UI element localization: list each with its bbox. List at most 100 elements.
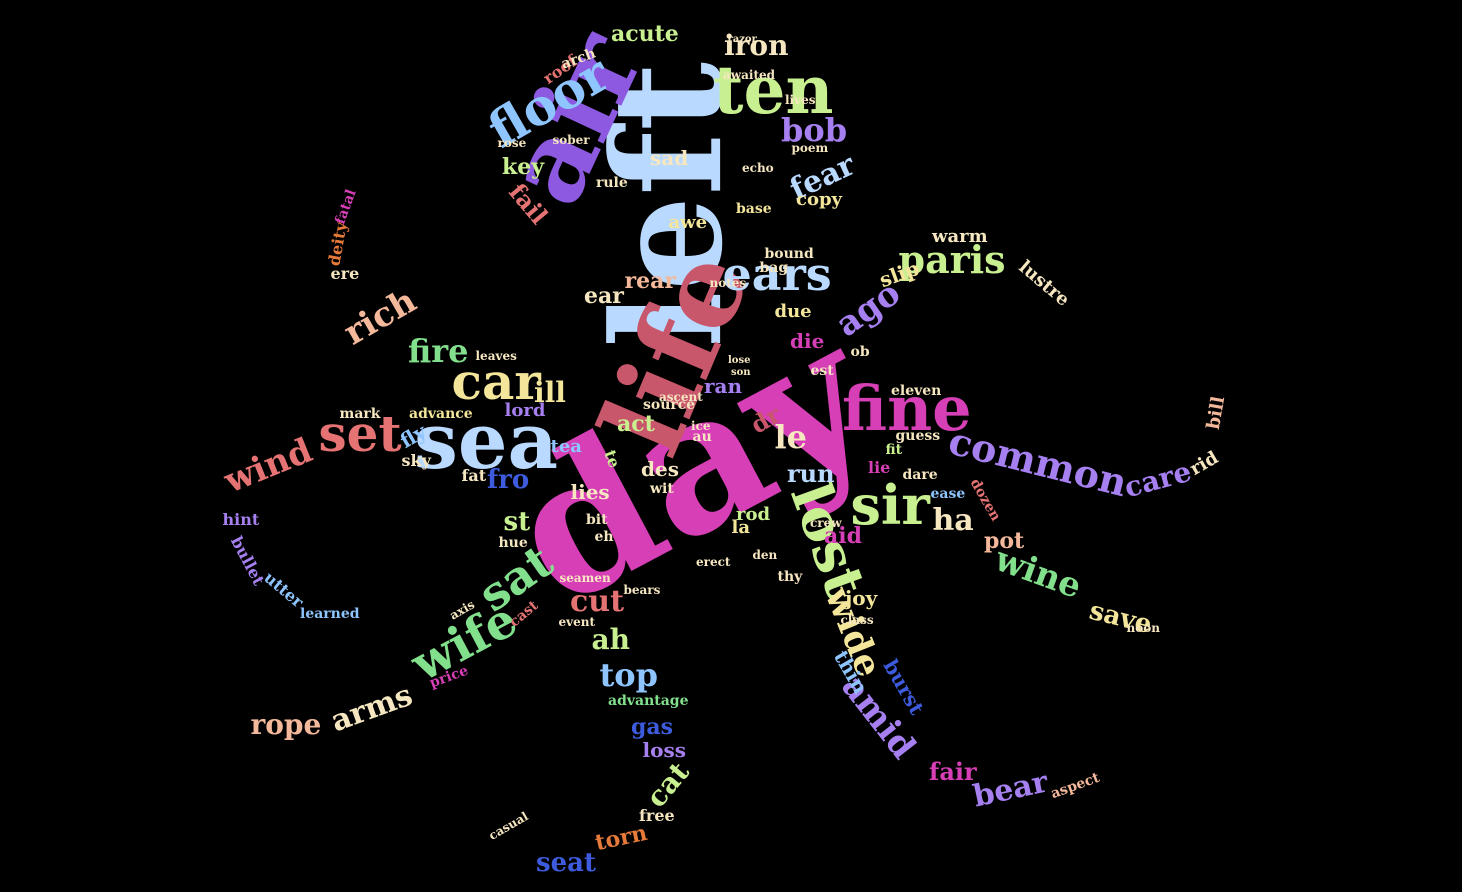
word-copy: copy: [796, 189, 843, 210]
word-lives: lives: [785, 93, 816, 107]
word-slip: slip: [876, 255, 923, 293]
word-st: st: [503, 507, 531, 537]
word-fatal: fatal: [332, 187, 360, 227]
word-cat: cat: [639, 755, 696, 814]
word-lies: lies: [570, 480, 610, 504]
word-care: care: [1120, 454, 1195, 505]
word-sky: sky: [401, 451, 431, 470]
word-aspect: aspect: [1048, 769, 1102, 803]
word-ear: ear: [584, 283, 624, 309]
word-hue: hue: [498, 535, 528, 551]
word-den: den: [752, 548, 778, 562]
word-bit: bit: [586, 512, 608, 528]
word-ob: ob: [850, 344, 870, 360]
word-rose: rose: [497, 136, 527, 150]
word-mark: mark: [339, 406, 381, 422]
word-la: la: [731, 517, 751, 538]
word-crew: crew: [810, 516, 842, 530]
word-poem: poem: [791, 141, 829, 155]
word-deity: deity: [324, 220, 351, 268]
word-des: des: [641, 457, 679, 481]
word-arms: arms: [326, 677, 418, 740]
word-seat: seat: [536, 848, 597, 878]
word-ere: ere: [330, 264, 360, 283]
word-fit: fit: [885, 442, 903, 458]
word-top: top: [599, 656, 659, 694]
word-wit: wit: [650, 481, 674, 497]
word-bill: bill: [1202, 394, 1229, 432]
word-advance: advance: [409, 406, 473, 422]
word-thy: thy: [777, 569, 803, 585]
word-noon: noon: [1126, 621, 1160, 635]
word-ascent: ascent: [659, 390, 703, 404]
word-free: free: [639, 806, 675, 825]
word-act: act: [617, 411, 655, 437]
word-bob: bob: [781, 111, 848, 149]
word-echo: echo: [742, 161, 774, 175]
word-rope: rope: [250, 708, 322, 741]
word-sad: sad: [650, 146, 689, 170]
word-pot: pot: [984, 528, 1025, 554]
word-bag: bag: [759, 260, 789, 276]
word-fire: fire: [408, 332, 469, 370]
word-car: car: [451, 352, 541, 411]
word-bound: bound: [764, 246, 814, 262]
word-run: run: [787, 459, 835, 488]
word-sir: sir: [850, 473, 930, 537]
word-fine: fine: [842, 372, 972, 445]
word-learned: learned: [300, 606, 360, 622]
word-key: key: [502, 154, 545, 180]
word-sober: sober: [552, 133, 590, 147]
word-advantage: advantage: [608, 693, 689, 709]
word-ill: ill: [534, 376, 566, 409]
word-fro: fro: [487, 465, 530, 495]
word-ice: ice: [691, 419, 711, 433]
word-base: base: [736, 201, 772, 217]
word-bullet: bullet: [226, 533, 268, 589]
word-lie: lie: [868, 458, 891, 477]
word-torn: torn: [592, 819, 650, 857]
word-lustre: lustre: [1014, 256, 1073, 311]
word-event: event: [558, 615, 596, 629]
word-acute: acute: [611, 21, 679, 47]
word-ten: ten: [713, 51, 834, 129]
word-loss: loss: [642, 738, 686, 762]
word-son: son: [731, 367, 751, 378]
word-awaited: awaited: [723, 68, 776, 82]
word-rear: rear: [624, 268, 676, 294]
word-seamen: seamen: [559, 571, 611, 585]
word-rid: rid: [1185, 447, 1222, 480]
word-class: class: [840, 613, 874, 627]
word-hint: hint: [222, 510, 260, 529]
word-ha: ha: [932, 503, 974, 538]
word-iron: iron: [724, 29, 789, 62]
word-eh: eh: [594, 529, 614, 545]
word-set: set: [318, 404, 402, 463]
word-est: est: [810, 363, 834, 379]
word-rule: rule: [596, 175, 628, 191]
word-ah: ah: [591, 623, 631, 656]
word-fat: fat: [461, 466, 487, 485]
word-cut: cut: [570, 584, 624, 619]
word-lord: lord: [504, 400, 546, 421]
word-bears: bears: [623, 583, 661, 597]
word-joy: joy: [845, 586, 878, 610]
word-leaves: leaves: [475, 349, 517, 363]
word-aid: aid: [824, 523, 862, 549]
word-gas: gas: [631, 714, 674, 740]
word-au: au: [692, 429, 712, 445]
word-guess: guess: [895, 428, 941, 444]
word-warm: warm: [932, 226, 988, 247]
word-utter: utter: [259, 567, 307, 612]
word-awe: awe: [668, 212, 708, 233]
word-razor: razor: [727, 34, 757, 45]
word-lose: lose: [728, 355, 751, 366]
word-fair: fair: [929, 757, 977, 786]
word-rod: rod: [736, 504, 771, 525]
word-casual: casual: [485, 809, 531, 843]
word-wind: wind: [218, 430, 318, 502]
word-bear: bear: [969, 764, 1051, 815]
word-le: le: [774, 418, 808, 456]
word-ease: ease: [930, 486, 966, 502]
